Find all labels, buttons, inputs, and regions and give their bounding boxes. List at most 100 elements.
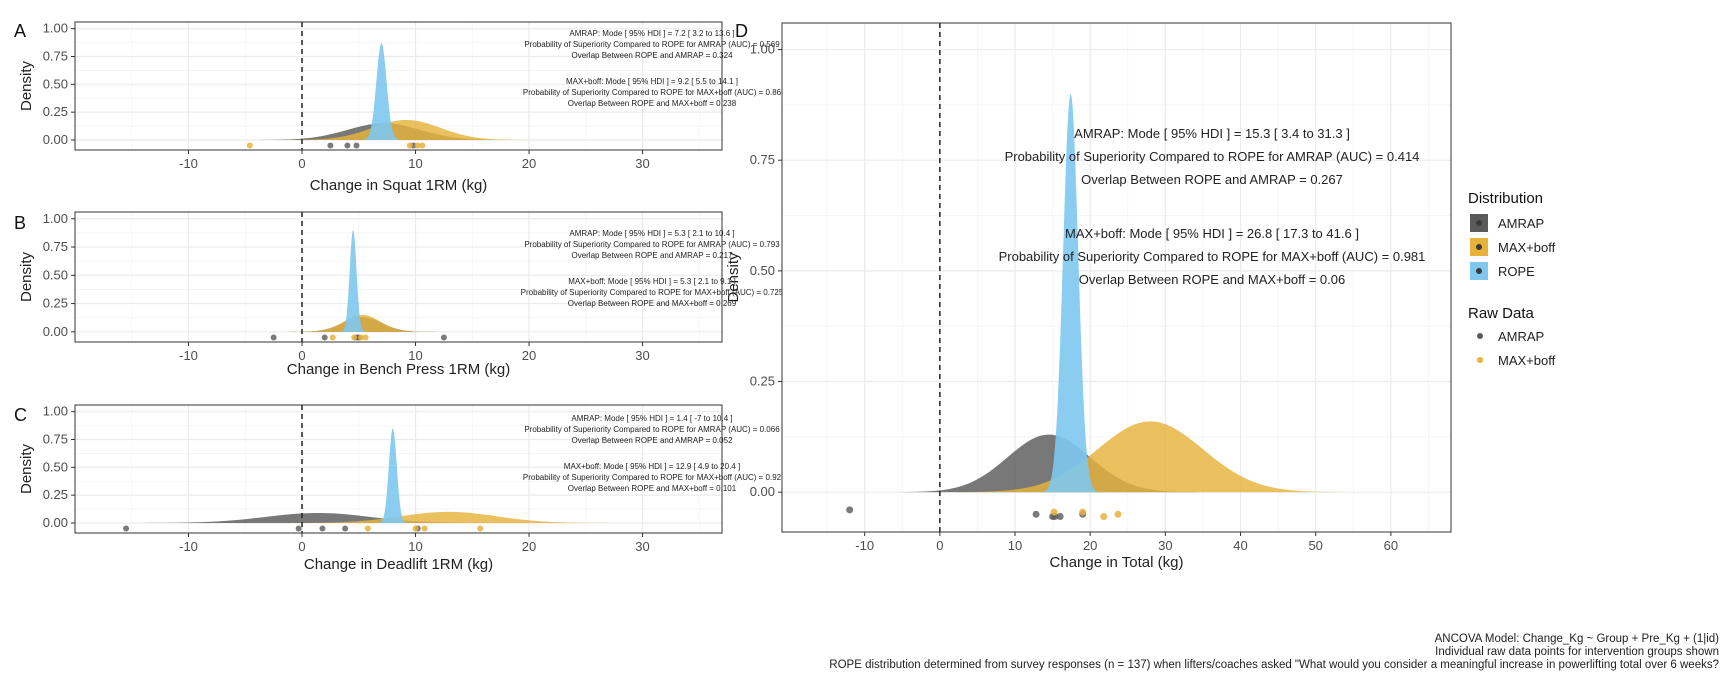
annotation-line: Probability of Superiority Compared to R… <box>524 425 780 434</box>
raw-point-maxboff <box>406 142 413 149</box>
annotation-line: Probability of Superiority Compared to R… <box>524 240 780 249</box>
annotation-line: Overlap Between ROPE and AMRAP = 0.217 <box>571 251 733 260</box>
annotation-line: MAX+boff: Mode [ 95% HDI ] = 5.3 [ 2.1 t… <box>568 277 736 286</box>
y-tick-label: 0.25 <box>43 487 68 502</box>
x-tick-label: -10 <box>179 539 198 554</box>
x-axis-title: Change in Total (kg) <box>1050 554 1184 571</box>
x-axis-title: Change in Bench Press 1RM (kg) <box>287 361 510 378</box>
x-tick-label: -10 <box>855 538 874 553</box>
x-tick-label: 30 <box>635 348 649 363</box>
raw-point-amrap <box>295 525 302 532</box>
y-tick-label: 0.50 <box>43 76 68 91</box>
y-axis-title: Density <box>18 443 35 494</box>
density-amrap <box>82 512 553 523</box>
x-tick-label: 20 <box>522 539 536 554</box>
y-axis-title: Density <box>18 60 35 111</box>
x-tick-label: 30 <box>635 539 649 554</box>
x-tick-label: 0 <box>936 538 943 553</box>
raw-point-maxboff <box>329 334 336 341</box>
legend-raw-item-maxboff: MAX+boff <box>1498 353 1556 368</box>
raw-point-maxboff <box>477 525 484 532</box>
footnote-raw-data: Individual raw data points for intervent… <box>1435 646 1719 658</box>
raw-point-maxboff <box>414 142 421 149</box>
annotation-line: AMRAP: Mode [ 95% HDI ] = 1.4 [ -7 to 10… <box>571 414 732 423</box>
raw-point-maxboff <box>1114 510 1122 518</box>
density-maxboff <box>233 511 663 523</box>
density-amrap <box>862 434 1235 493</box>
x-tick-label: 60 <box>1384 538 1398 553</box>
raw-point-maxboff <box>358 334 365 341</box>
legend-item-rope: ROPE <box>1498 264 1535 279</box>
panel-c: -10 0 10 20 30 0.00 0.25 0.50 0.75 1.00 Change in … <box>14 404 782 573</box>
footnotes: ANCOVA Model: Change_Kg ~ Group + Pre_Kg… <box>829 633 1719 671</box>
y-tick-label: 0.00 <box>750 484 775 499</box>
annotation-line: Overlap Between ROPE and MAX+boff = 0.26… <box>568 299 737 308</box>
x-tick-label: 0 <box>298 539 305 554</box>
raw-point-amrap <box>342 525 349 532</box>
raw-point-maxboff <box>1050 508 1058 516</box>
y-tick-label: 1.00 <box>43 211 68 226</box>
panel-label: B <box>14 213 26 233</box>
legend-raw-dot-maxboff <box>1477 357 1483 363</box>
x-tick-label: 10 <box>408 348 422 363</box>
annotation-line: Overlap Between ROPE and AMRAP = 0.267 <box>1081 172 1343 187</box>
raw-point-amrap <box>321 334 328 341</box>
annotation-line: Probability of Superiority Compared to R… <box>523 88 782 97</box>
annotation-line: Overlap Between ROPE and MAX+boff = 0.23… <box>568 99 737 108</box>
raw-point-amrap <box>1032 510 1040 518</box>
annotation-line: Overlap Between ROPE and MAX+boff = 0.06 <box>1079 272 1345 287</box>
y-tick-label: 0.25 <box>43 296 68 311</box>
x-tick-label: 0 <box>298 156 305 171</box>
x-axis-title: Change in Deadlift 1RM (kg) <box>304 556 493 573</box>
raw-point-maxboff <box>1100 513 1108 521</box>
panel-label: C <box>14 405 27 425</box>
plot-area <box>75 212 722 342</box>
raw-point-amrap <box>344 142 351 149</box>
x-tick-label: 10 <box>408 156 422 171</box>
annotation-line: AMRAP: Mode [ 95% HDI ] = 5.3 [ 2.1 to 1… <box>569 229 734 238</box>
annotation-line: Overlap Between ROPE and MAX+boff = 0.10… <box>568 484 737 493</box>
raw-point-maxboff <box>419 142 426 149</box>
density-rope <box>374 428 411 523</box>
y-axis-title: Density <box>725 252 742 303</box>
annotation-line: MAX+boff: Mode [ 95% HDI ] = 12.9 [ 4.9 … <box>564 462 740 471</box>
y-tick-label: 0.75 <box>750 152 775 167</box>
y-tick-label: 0.50 <box>43 459 68 474</box>
x-tick-label: 0 <box>298 348 305 363</box>
x-tick-label: 40 <box>1233 538 1247 553</box>
density-rope <box>337 230 369 332</box>
legend-raw-dot-amrap <box>1477 333 1483 339</box>
annotation-line: AMRAP: Mode [ 95% HDI ] = 7.2 [ 3.2 to 1… <box>569 29 734 38</box>
chart-panels: -10 0 10 20 30 0.00 0.25 0.50 0.75 1.00 Change in … <box>14 21 1452 573</box>
y-tick-label: 0.00 <box>43 515 68 530</box>
raw-point-amrap <box>123 525 130 532</box>
raw-point-amrap <box>353 142 360 149</box>
legend-raw-title: Raw Data <box>1468 305 1535 322</box>
raw-point-maxboff <box>362 334 369 341</box>
x-tick-label: 20 <box>522 348 536 363</box>
raw-point-maxboff <box>421 525 428 532</box>
y-tick-label: 0.00 <box>43 324 68 339</box>
annotation-line: Probability of Superiority Compared to R… <box>1005 149 1420 164</box>
x-axis-title: Change in Squat 1RM (kg) <box>310 177 488 194</box>
raw-point-maxboff <box>364 525 371 532</box>
panel-b: -10 0 10 20 30 0.00 0.25 0.50 0.75 1.00 Change in … <box>14 211 784 378</box>
legend-distribution-title: Distribution <box>1468 190 1543 207</box>
annotation-line: Overlap Between ROPE and AMRAP = 0.052 <box>571 436 733 445</box>
annotation-line: Probability of Superiority Compared to R… <box>524 40 780 49</box>
footnote-rope: ROPE distribution determined from survey… <box>829 659 1719 671</box>
annotation-line: Probability of Superiority Compared to R… <box>999 249 1426 264</box>
density-maxboff <box>913 421 1388 493</box>
raw-point-maxboff <box>246 142 253 149</box>
density-rope <box>358 43 405 140</box>
density-maxboff <box>253 119 560 140</box>
x-tick-label: 20 <box>1083 538 1097 553</box>
y-tick-label: 0.75 <box>43 49 68 64</box>
y-tick-label: 1.00 <box>750 42 775 57</box>
annotation-line: Overlap Between ROPE and AMRAP = 0.324 <box>571 51 733 60</box>
panel-d: -10 0 10 20 30 40 50 60 0.00 0.25 0.50 0.75 1.00 Chan… <box>725 21 1452 571</box>
raw-point-maxboff <box>1079 508 1087 516</box>
raw-point-amrap <box>327 142 334 149</box>
raw-point-amrap <box>440 334 447 341</box>
